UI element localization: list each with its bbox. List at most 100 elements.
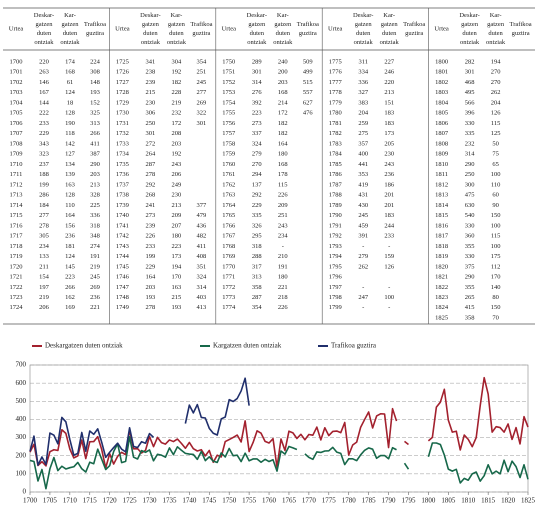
- year-cell: 1804: [435, 99, 449, 106]
- value-cell: 475: [465, 192, 475, 199]
- value-cell: 289: [252, 58, 262, 65]
- year-cell: 1800: [435, 58, 448, 65]
- value-cell: 236: [384, 171, 395, 178]
- year-cell: 1728: [116, 89, 129, 96]
- value-cell: 566: [465, 99, 476, 106]
- value-cell: 203: [172, 140, 182, 147]
- value-cell: 431: [358, 192, 368, 199]
- value-cell: 115: [278, 181, 288, 188]
- value-cell: 318: [252, 243, 262, 250]
- value-cell: 396: [465, 110, 476, 117]
- value-cell: 250: [465, 171, 475, 178]
- value-cell: 243: [278, 222, 288, 229]
- year-cell: 1710: [10, 161, 23, 168]
- series-line: [29, 377, 250, 466]
- value-cell: 415: [465, 304, 475, 311]
- value-cell: 482: [197, 233, 207, 240]
- value-cell: 150: [491, 304, 501, 311]
- column-header: Kar-: [277, 12, 289, 19]
- value-cell: 240: [278, 58, 288, 65]
- year-cell: 1708: [10, 140, 23, 147]
- column-header: duten: [37, 30, 52, 37]
- year-cell: 1794: [329, 253, 343, 260]
- column-header: ontziak: [34, 39, 54, 46]
- value-cell: 279: [358, 253, 368, 260]
- column-header: Kar-: [64, 12, 76, 19]
- year-cell: 1817: [435, 233, 449, 240]
- value-cell: 75: [492, 151, 499, 158]
- value-cell: 100: [491, 243, 501, 250]
- value-cell: 279: [252, 151, 262, 158]
- year-cell: 1732: [116, 130, 129, 137]
- value-cell: 222: [39, 110, 49, 117]
- value-cell: 325: [90, 110, 100, 117]
- value-cell: 262: [491, 89, 501, 96]
- x-tick-label: 1770: [302, 497, 317, 505]
- value-cell: 301: [465, 69, 475, 76]
- value-cell: 205: [384, 140, 394, 147]
- value-cell: 343: [39, 140, 49, 147]
- value-cell: 146: [39, 79, 50, 86]
- value-cell: 292: [252, 192, 262, 199]
- value-cell: 495: [465, 89, 475, 96]
- column-header: gatzen: [487, 21, 505, 28]
- x-tick-label: 1825: [521, 497, 536, 505]
- x-tick-label: 1785: [362, 497, 377, 505]
- y-tick-label: 100: [16, 469, 27, 477]
- year-cell: 1712: [10, 181, 23, 188]
- value-cell: 270: [491, 79, 501, 86]
- column-header: duten: [143, 30, 158, 37]
- value-cell: 355: [465, 243, 475, 250]
- year-cell: 1742: [116, 233, 129, 240]
- value-cell: 191: [278, 263, 288, 270]
- year-cell: 1703: [10, 89, 23, 96]
- year-cell: 1704: [10, 99, 24, 106]
- value-cell: 295: [252, 233, 262, 240]
- value-cell: 214: [278, 99, 289, 106]
- value-cell: 164: [65, 212, 76, 219]
- value-cell: 192: [172, 151, 182, 158]
- value-cell: 211: [39, 263, 49, 270]
- value-cell: 137: [252, 181, 263, 188]
- year-cell: 1741: [116, 222, 129, 229]
- value-cell: 159: [384, 253, 394, 260]
- value-cell: 225: [90, 202, 100, 209]
- value-cell: 207: [172, 222, 183, 229]
- year-cell: 1788: [329, 192, 342, 199]
- column-header: duten: [250, 30, 265, 37]
- column-header: gatzen: [36, 21, 54, 28]
- column-header: guztira: [512, 30, 530, 37]
- value-cell: 140: [491, 284, 501, 291]
- year-cell: 1801: [435, 69, 448, 76]
- value-cell: 322: [197, 110, 207, 117]
- year-cell: 1773: [222, 294, 235, 301]
- value-cell: 330: [465, 120, 475, 127]
- value-cell: 317: [252, 263, 263, 270]
- year-cell: 1722: [10, 284, 23, 291]
- value-cell: 128: [65, 192, 75, 199]
- value-cell: 335: [465, 130, 475, 137]
- value-cell: 175: [491, 253, 501, 260]
- value-cell: 413: [197, 304, 207, 311]
- year-cell: 1705: [10, 110, 23, 117]
- value-cell: 213: [172, 202, 182, 209]
- value-cell: 306: [146, 110, 157, 117]
- year-cell: 1803: [435, 89, 448, 96]
- value-cell: 540: [465, 212, 475, 219]
- year-cell: 1726: [116, 69, 130, 76]
- value-cell: 167: [39, 89, 50, 96]
- value-cell: 100: [491, 171, 501, 178]
- year-cell: 1806: [435, 120, 449, 127]
- column-header: Deskar-: [247, 12, 267, 19]
- value-cell: -: [388, 243, 390, 250]
- value-cell: 168: [278, 89, 288, 96]
- value-cell: 308: [90, 69, 100, 76]
- year-cell: 1758: [222, 140, 235, 147]
- value-cell: 334: [358, 69, 369, 76]
- value-cell: 288: [252, 253, 262, 260]
- value-cell: 301: [197, 120, 207, 127]
- value-cell: 314: [465, 151, 476, 158]
- year-cell: 1789: [329, 202, 342, 209]
- value-cell: 172: [172, 120, 182, 127]
- year-cell: 1707: [10, 130, 24, 137]
